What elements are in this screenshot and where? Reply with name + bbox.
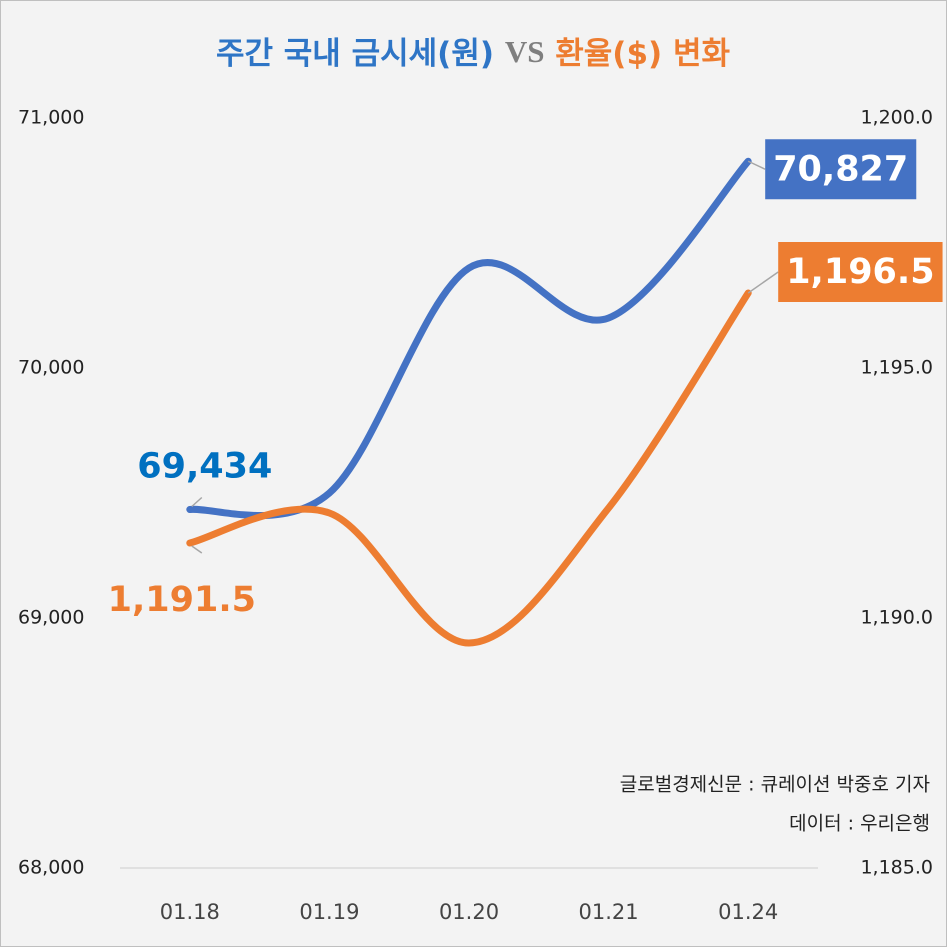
data-label-box	[765, 139, 917, 200]
title-part: 주간 국내 금시세(원)	[216, 36, 494, 72]
y2-tick-label: 1,185.0	[860, 857, 933, 879]
y2-tick-label: 1,190.0	[860, 607, 933, 629]
y-tick-label: 68,000	[18, 857, 84, 879]
line	[186, 289, 752, 647]
leader-line	[747, 271, 779, 294]
y2-tick-label: 1,200.0	[860, 107, 933, 129]
y-tick-label: 70,000	[18, 357, 84, 379]
leader-line	[747, 160, 766, 170]
data-label-box	[778, 242, 943, 302]
leader-line	[191, 496, 203, 508]
title-part: 환율($) 변화	[555, 36, 730, 72]
y2-tick-label: 1,195.0	[860, 357, 933, 379]
x-tick-label: 01.18	[160, 900, 220, 924]
data-label: 1,196.5	[786, 252, 934, 292]
x-tick-label: 01.24	[718, 900, 778, 924]
chart-title: 주간 국내 금시세(원) VS 환율($) 변화	[216, 34, 731, 71]
leader-line	[191, 545, 203, 554]
x-tick-label: 01.20	[439, 900, 499, 924]
y-tick-label: 69,000	[18, 607, 84, 629]
data-label: 70,827	[773, 149, 908, 189]
title-part: VS	[505, 34, 545, 69]
credit: 글로벌경제신문 : 큐레이션 박중호 기자	[620, 774, 930, 796]
x-tick-label: 01.21	[579, 900, 639, 924]
credit: 데이터 : 우리은행	[789, 813, 930, 835]
data-label: 1,191.5	[108, 580, 256, 620]
data-label: 69,434	[137, 447, 272, 487]
y-tick-label: 71,000	[18, 107, 84, 129]
x-tick-label: 01.19	[299, 900, 359, 924]
